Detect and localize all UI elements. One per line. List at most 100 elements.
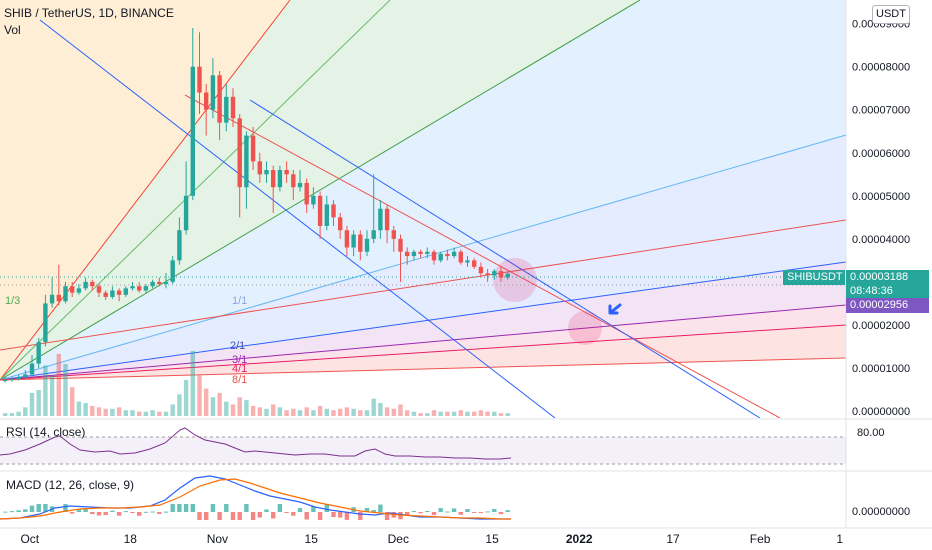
volume-label: Vol — [4, 23, 21, 37]
macd-hist-bar — [103, 512, 108, 516]
macd-hist-bar — [29, 505, 35, 512]
volume-bar — [3, 413, 8, 416]
candle-body — [418, 251, 423, 254]
price-tick-label: 0.00006000 — [852, 148, 910, 160]
macd-hist-bar — [217, 512, 222, 520]
candle-body — [277, 169, 283, 188]
candle-body — [364, 238, 370, 252]
candle-body — [344, 230, 350, 248]
price-tick-label: 0.00002000 — [852, 320, 910, 332]
volume-bar — [90, 405, 95, 416]
volume-bar — [49, 375, 55, 416]
candle-body — [492, 271, 497, 276]
macd-hist-bar — [70, 512, 75, 514]
volume-bar — [304, 407, 309, 416]
candle-body — [116, 290, 122, 295]
fan-zones — [0, 0, 846, 380]
rsi-band — [0, 437, 846, 464]
candle-body — [183, 195, 189, 231]
symbol-title: SHIB / TetherUS, 1D, BINANCE — [4, 6, 174, 20]
candle-body — [465, 260, 470, 263]
volume-bar — [324, 408, 329, 416]
volume-bar — [244, 400, 249, 416]
candle-body — [384, 208, 390, 231]
candle-body — [70, 286, 75, 293]
candle-body — [177, 230, 182, 261]
macd-hist-bar — [451, 508, 457, 512]
macd-hist-bar — [445, 511, 450, 513]
candle-body — [224, 96, 229, 123]
candle-body — [431, 251, 437, 261]
volume-bar — [391, 408, 396, 416]
volume-bar — [411, 411, 417, 416]
macd-hist-bar — [157, 512, 162, 514]
candle-body — [264, 169, 269, 175]
fan-label-4-1: 4/1 — [232, 363, 247, 375]
candle-body — [36, 342, 41, 364]
fan-line-4-1 — [0, 324, 846, 381]
volume-bar — [492, 411, 497, 416]
time-axis[interactable]: Oct 18 Nov 15 Dec 15 2022 17 Feb 1 — [20, 532, 843, 546]
volume-bar — [170, 404, 175, 416]
signal-line — [0, 478, 511, 520]
volume-bar — [237, 397, 242, 416]
price-axis[interactable]: 0.000090000.000080000.000070000.00006000… — [852, 19, 910, 418]
candle-body — [311, 195, 316, 205]
volume-bar — [137, 411, 142, 416]
macd-hist-bar — [137, 512, 142, 516]
macd-hist-bar — [163, 511, 169, 513]
candle-body — [56, 294, 61, 302]
macd-hist-bar — [405, 512, 410, 516]
macd-hist-bar — [110, 510, 115, 512]
price-tick-label: 0.00001000 — [852, 363, 910, 375]
volume-bar — [371, 398, 376, 416]
macd-hist-bar — [331, 512, 336, 518]
time-tick-label: 17 — [666, 532, 680, 546]
fan-line-1-3 — [0, 0, 291, 381]
candle-body — [411, 251, 417, 257]
macd-hist-bar — [458, 512, 463, 515]
candle-body — [405, 251, 410, 257]
volume-bar — [110, 408, 115, 416]
volume-bar — [431, 410, 437, 416]
price-tick-label: 0.00005000 — [852, 191, 910, 203]
rsi-level-label: 80.00 — [857, 427, 885, 439]
candle-body — [250, 135, 256, 162]
rsi-pane — [0, 427, 846, 465]
time-tick-label: 1 — [836, 532, 843, 546]
candle-body — [244, 135, 249, 188]
currency-button[interactable]: USDT — [872, 5, 910, 24]
volume-bar — [224, 401, 229, 416]
macd-hist-bar — [23, 509, 28, 512]
volume-bar — [163, 411, 169, 416]
candle-body — [110, 290, 115, 297]
candle-body — [90, 281, 95, 287]
fan-label-2-1: 2/1 — [230, 340, 245, 352]
candle-body — [257, 161, 262, 175]
candle-body — [237, 118, 242, 188]
macd-label: MACD (12, 26, close, 9) — [6, 478, 134, 492]
volume-bar — [351, 408, 356, 416]
volume-bar — [472, 411, 477, 416]
volume-bar — [311, 410, 316, 416]
volume-bar — [384, 407, 390, 416]
volume-bar — [317, 405, 323, 416]
price-tick-label: 0.00000000 — [852, 406, 910, 418]
fan-label-8-1: 8/1 — [232, 374, 247, 386]
macd-zero-label: 0.00000000 — [852, 506, 910, 518]
volume-bar — [505, 413, 510, 416]
candle-body — [338, 217, 343, 231]
macd-hist-bar — [183, 504, 189, 512]
macd-hist-bar — [304, 512, 309, 520]
candle-body — [317, 195, 323, 226]
macd-hist-bar — [150, 511, 155, 513]
candle-body — [16, 377, 21, 380]
volume-bar — [271, 404, 276, 416]
macd-hist-bar — [338, 512, 343, 518]
candle-body — [331, 204, 336, 218]
fan-line-2-1 — [0, 261, 846, 381]
macd-hist-bar — [505, 510, 510, 512]
volume-bar — [83, 403, 88, 416]
volume-bar — [284, 410, 289, 416]
candle-body — [371, 230, 376, 239]
